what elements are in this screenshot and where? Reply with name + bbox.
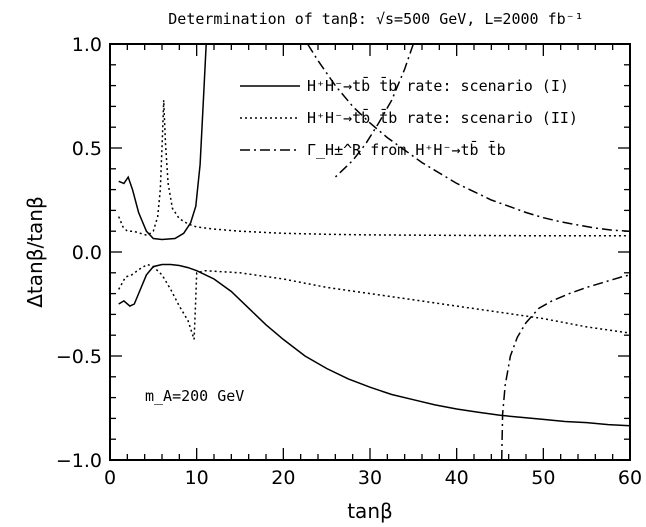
x-tick-label: 40 — [445, 467, 469, 489]
x-tick-label: 30 — [358, 467, 382, 489]
x-axis-label: tanβ — [347, 499, 393, 523]
series-3-line — [500, 274, 630, 460]
x-tick-label: 20 — [271, 467, 295, 489]
y-tick-label: 1.0 — [72, 34, 102, 56]
series-2-line — [118, 100, 630, 237]
x-tick-label: 0 — [104, 467, 116, 489]
x-tick-label: 50 — [531, 467, 555, 489]
series-layer — [118, 44, 630, 460]
y-tick-label: 0.5 — [72, 138, 102, 160]
series-1-line — [118, 44, 207, 241]
legend-label: H⁺H⁻→tb̄ t̄b rate: scenario (I) — [307, 76, 569, 95]
x-tick-label: 60 — [618, 467, 642, 489]
axis-ticks — [109, 43, 631, 461]
axis-tick-labels: 0 10 20 30 40 50 60 −1.0 −0.5 0.0 0.5 1.0 — [56, 34, 642, 489]
series-3-line — [334, 44, 415, 178]
series-2-line — [118, 263, 630, 340]
y-tick-label: −0.5 — [56, 346, 102, 368]
series-3-line — [306, 44, 630, 232]
legend: H⁺H⁻→tb̄ t̄b rate: scenario (I) H⁺H⁻→tb̄ … — [240, 76, 578, 159]
mass-annotation: m_A=200 GeV — [145, 387, 244, 405]
chart-title: Determination of tanβ: √s=500 GeV, L=200… — [168, 10, 583, 28]
y-axis-label: Δtanβ/tanβ — [23, 196, 47, 308]
legend-label: H⁺H⁻→tb̄ t̄b rate: scenario (II) — [307, 108, 578, 127]
y-tick-label: 0.0 — [72, 242, 102, 264]
series-1-line — [118, 263, 630, 427]
y-tick-label: −1.0 — [56, 450, 102, 472]
x-tick-label: 10 — [185, 467, 209, 489]
legend-label: Γ_H±^R from H⁺H⁻→tb̄ t̄b — [307, 140, 506, 159]
